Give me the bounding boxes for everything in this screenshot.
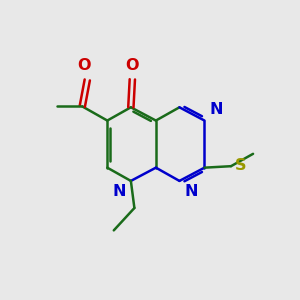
Text: N: N bbox=[112, 184, 126, 200]
Text: N: N bbox=[210, 102, 223, 117]
Text: O: O bbox=[126, 58, 139, 73]
Text: N: N bbox=[185, 184, 198, 200]
Text: O: O bbox=[78, 58, 91, 74]
Text: S: S bbox=[235, 158, 246, 173]
